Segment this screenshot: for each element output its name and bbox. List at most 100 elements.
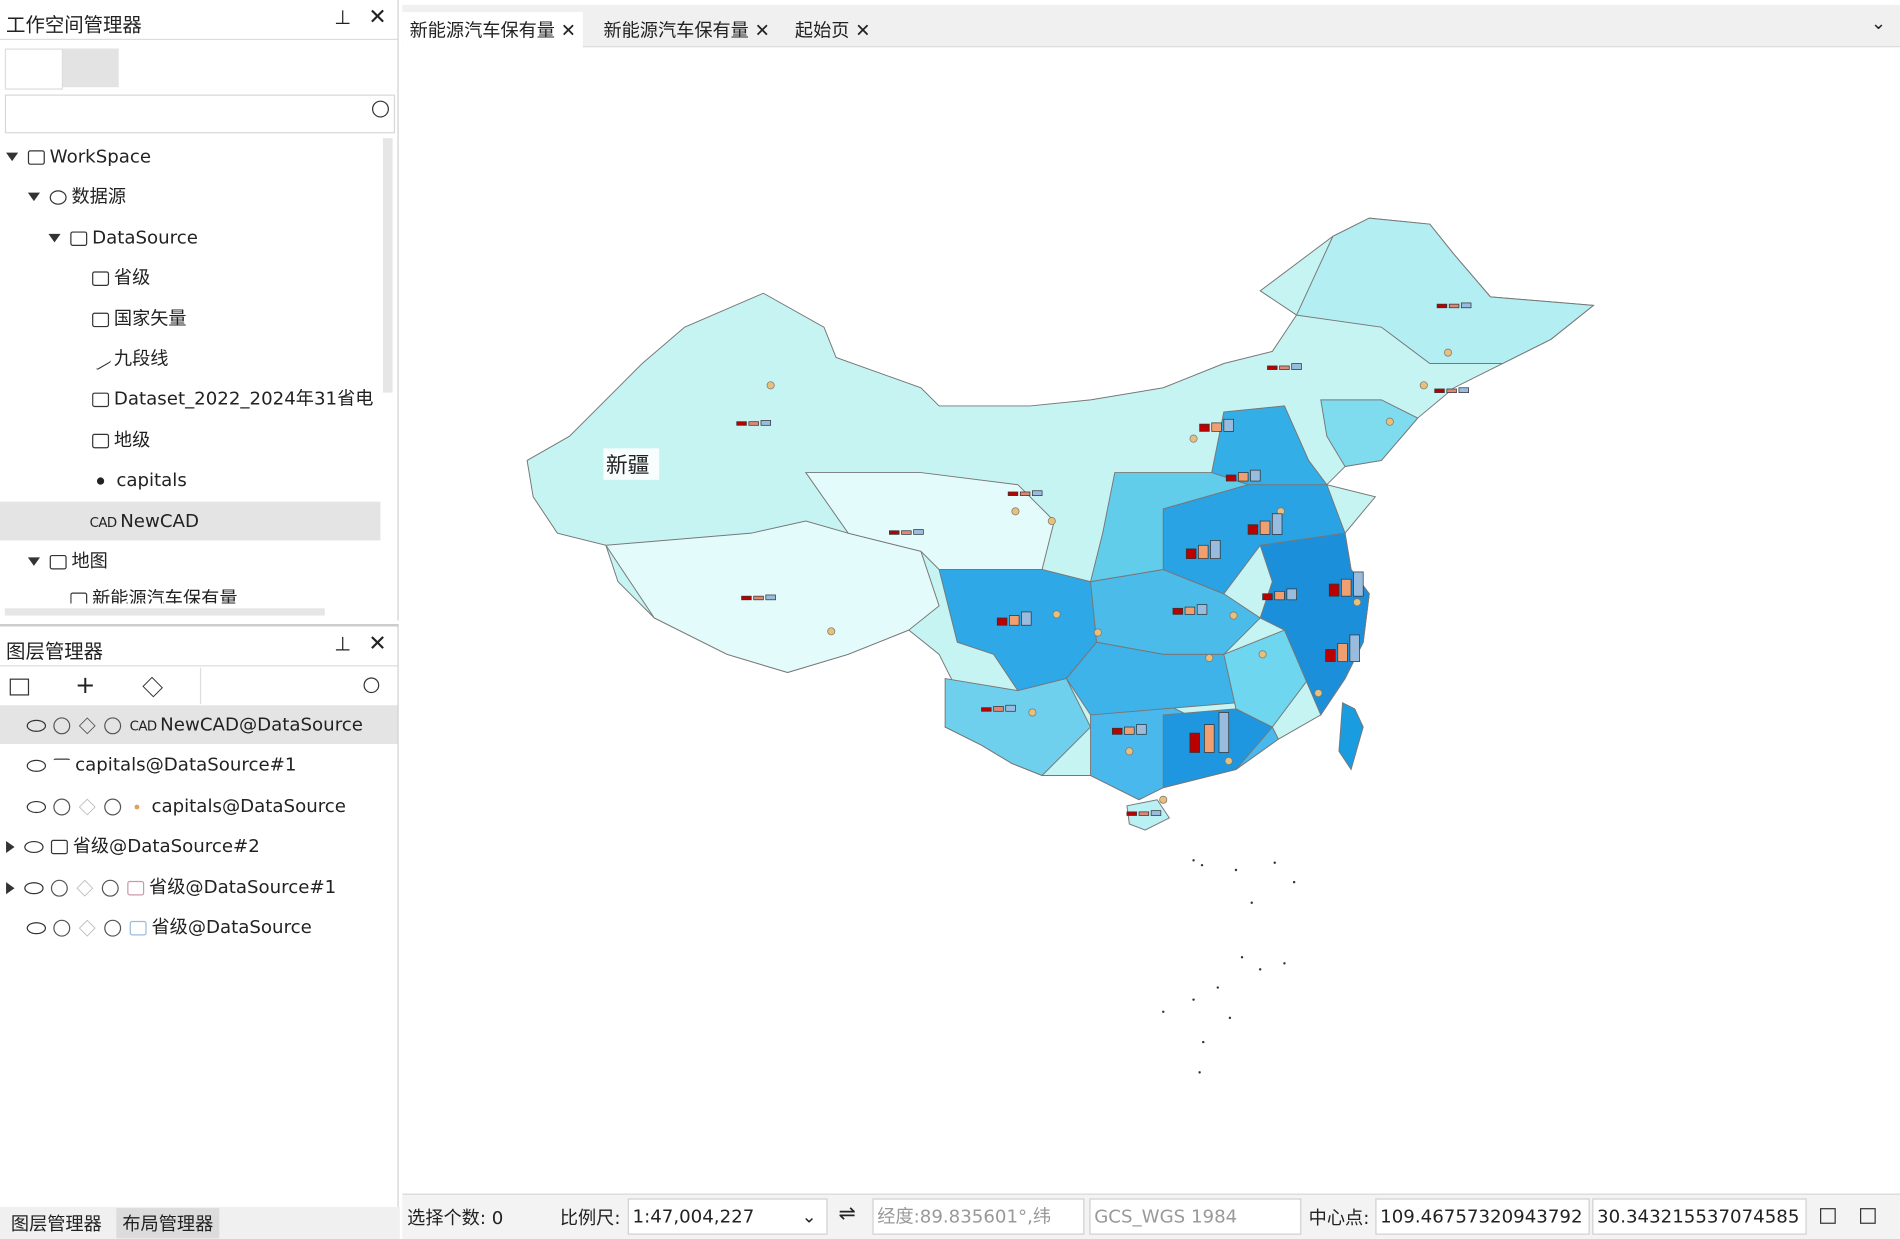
province	[1089, 472, 1250, 583]
search-icon	[363, 677, 380, 694]
tree-label: 九段线	[113, 347, 169, 370]
search-icon	[372, 100, 389, 118]
chart-glyph	[1007, 490, 1043, 496]
add-button[interactable]	[9, 678, 30, 696]
center-y: 30.343215537074585	[1597, 1205, 1800, 1228]
tree-item[interactable]: 新能源汽车保有量	[70, 579, 238, 604]
tree-item[interactable]: 地图	[27, 542, 108, 581]
center-label: 中心点:	[1308, 1206, 1370, 1229]
layer-item[interactable]: capitals@DataSource#1	[26, 745, 297, 784]
panel-header: 工作空间管理器 ⊥ ✕	[0, 0, 398, 40]
layer-label: 省级@DataSource#1	[149, 876, 337, 898]
selection-count: 选择个数: 0	[407, 1206, 504, 1229]
tree-label: NewCAD	[120, 510, 199, 532]
tree-label: DataSource	[92, 226, 198, 249]
chart-glyph	[1225, 469, 1261, 482]
map-view[interactable]: 新疆	[404, 46, 1900, 1194]
center-y-field[interactable]: 30.343215537074585	[1592, 1198, 1807, 1235]
map-label: 新疆	[606, 454, 650, 479]
copy-button[interactable]	[1820, 1208, 1836, 1224]
tree-label: 省级	[113, 266, 151, 289]
province	[1065, 641, 1237, 716]
tab-label: 新能源汽车保有量	[409, 19, 555, 42]
tree-label: 数据源	[71, 185, 127, 208]
layer-item[interactable]: 省级@DataSource	[26, 908, 312, 947]
province	[1259, 532, 1370, 716]
chart-glyph	[1199, 418, 1234, 432]
tree-item-selected[interactable]: CAD NewCAD	[0, 501, 381, 541]
layer-item[interactable]: 省级@DataSource#1	[6, 868, 336, 907]
tree-label: 地级	[113, 428, 151, 451]
bottom-tab[interactable]: 图层管理器	[10, 1212, 102, 1235]
layer-label: 省级@DataSource#2	[72, 834, 260, 857]
document-tab[interactable]: 起始页 ✕	[794, 19, 871, 42]
scale-value: 1:47,004,227	[632, 1205, 755, 1228]
plus-button[interactable]: +	[75, 670, 96, 700]
layer-item-selected[interactable]: CAD NewCAD@DataSource	[0, 705, 398, 745]
layer-label: 省级@DataSource	[151, 916, 312, 938]
scale-label: 比例尺:	[559, 1206, 621, 1229]
paste-button[interactable]	[1860, 1208, 1876, 1224]
panel-header: 图层管理器 ⊥ ✕	[0, 626, 398, 667]
tree-item[interactable]: 地级	[92, 420, 150, 459]
scale-combobox[interactable]: 1:47,004,227 ⌄	[627, 1198, 828, 1235]
layer-label: capitals@DataSource#1	[75, 753, 297, 776]
cloud-tab-button[interactable]	[63, 48, 119, 88]
chart-glyph	[1185, 540, 1221, 559]
icon-text: CAD	[129, 718, 157, 735]
pin-button[interactable]: ⊥	[334, 632, 352, 656]
layer-item[interactable]: 省级@DataSource#2	[6, 826, 260, 865]
coordinate-value: 经度:89.835601°,纬度:3	[877, 1205, 1052, 1228]
center-x-field[interactable]: 109.46757320943792	[1375, 1198, 1590, 1235]
chart-glyph	[1172, 604, 1208, 615]
tree-item[interactable]: WorkSpace	[6, 137, 151, 176]
document-tab[interactable]: 新能源汽车保有量 ✕	[402, 12, 584, 49]
document-tab[interactable]: 新能源汽车保有量 ✕	[603, 19, 770, 42]
layer-item[interactable]: capitals@DataSource	[26, 786, 346, 825]
bottom-tab-active[interactable]: 布局管理器	[116, 1208, 220, 1239]
chart-glyph	[1112, 724, 1147, 735]
chart-glyph	[736, 420, 772, 426]
tree-item[interactable]: 九段线	[89, 339, 169, 378]
layer-toolbar: +	[0, 667, 398, 708]
workspace-panel: 工作空间管理器 ⊥ ✕ WorkSpace 数据源 DataSource 省级 …	[0, 0, 399, 621]
province	[944, 677, 1092, 777]
scrollbar[interactable]	[4, 608, 325, 616]
close-button[interactable]: ✕	[368, 631, 387, 657]
layer-label: NewCAD@DataSource	[160, 713, 363, 736]
chart-glyph	[889, 529, 924, 535]
panel-title: 图层管理器	[6, 639, 104, 663]
tree-item[interactable]: 国家矢量	[92, 299, 187, 338]
swap-button[interactable]: ⇌	[838, 1202, 856, 1227]
bottom-tab-bar: 图层管理器 布局管理器	[0, 1206, 400, 1239]
tree-label: Dataset_2022_2024年31省电车	[113, 387, 374, 410]
layer-panel: 图层管理器 ⊥ ✕ + CAD NewCAD@DataSource capital…	[0, 624, 399, 1209]
chart-glyph	[1247, 513, 1283, 535]
document-tab-bar: 新能源汽车保有量 ✕ 新能源汽车保有量 ✕ 起始页 ✕ ⌄	[402, 4, 1900, 49]
chart-glyph	[1436, 302, 1472, 309]
tab-menu-button[interactable]: ⌄	[1870, 12, 1887, 34]
tree-item[interactable]: 数据源	[27, 177, 127, 216]
tree-label: capitals	[116, 468, 187, 491]
tab-label: 新能源汽车保有量	[603, 19, 749, 42]
crs-field: GCS_WGS 1984	[1089, 1198, 1302, 1235]
chart-glyph	[1126, 810, 1162, 816]
scrollbar[interactable]	[382, 138, 393, 393]
province	[1223, 629, 1310, 728]
tree-label: 地图	[71, 550, 108, 572]
tree-item[interactable]: 省级	[92, 258, 150, 297]
close-button[interactable]: ✕	[368, 4, 387, 31]
search-box[interactable]	[4, 94, 396, 134]
pin-button[interactable]: ⊥	[334, 6, 352, 30]
workspace-tab-button[interactable]	[4, 48, 64, 90]
tree-item[interactable]: Dataset_2022_2024年31省电车	[92, 379, 383, 418]
chart-glyph	[1434, 387, 1469, 393]
layer-search[interactable]	[199, 667, 395, 705]
tree-item[interactable]: DataSource	[48, 218, 198, 257]
chart-glyph	[1189, 712, 1230, 753]
layers-button[interactable]	[142, 676, 163, 698]
province	[1320, 399, 1419, 468]
coordinate-field: 经度:89.835601°,纬度:3	[872, 1198, 1085, 1235]
tree-item[interactable]: capitals	[92, 460, 187, 499]
